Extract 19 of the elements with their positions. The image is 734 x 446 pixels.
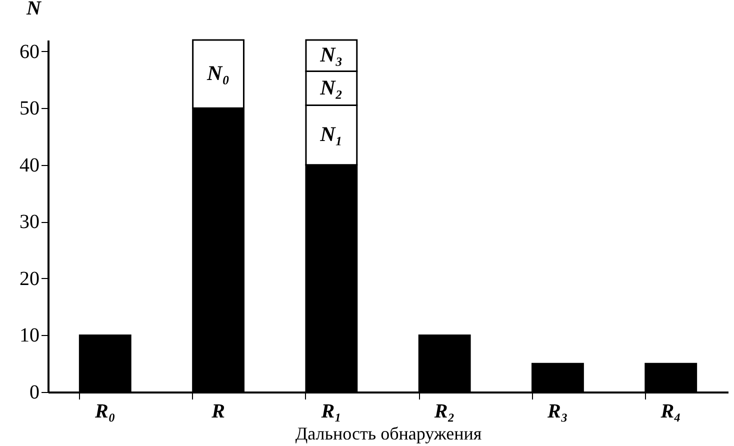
y-tick-label: 20 (20, 268, 40, 290)
series-label: N₂ (319, 75, 343, 100)
y-tick-label: 60 (20, 40, 40, 63)
x-tick-label: R₀ (94, 400, 116, 422)
series-label: N₁ (319, 122, 343, 146)
x-axis-title: Дальность обнаружения (295, 424, 482, 444)
x-tick-label: R₂ (433, 400, 455, 422)
y-tick-label: 40 (20, 154, 40, 176)
x-tick-label: R₃ (546, 400, 568, 422)
y-tick-label: 10 (20, 324, 40, 347)
y-axis-title: N (26, 0, 42, 20)
series-label: N₀ (206, 61, 230, 86)
x-tick-label: R₄ (660, 400, 682, 422)
y-tick-label: 0 (30, 382, 40, 404)
x-tick-label: R₁ (320, 400, 342, 422)
y-tick-label: 30 (20, 211, 40, 234)
y-tick-label: 50 (20, 98, 40, 120)
series-label: N₃ (319, 42, 343, 67)
x-tick-label: R (210, 400, 225, 422)
